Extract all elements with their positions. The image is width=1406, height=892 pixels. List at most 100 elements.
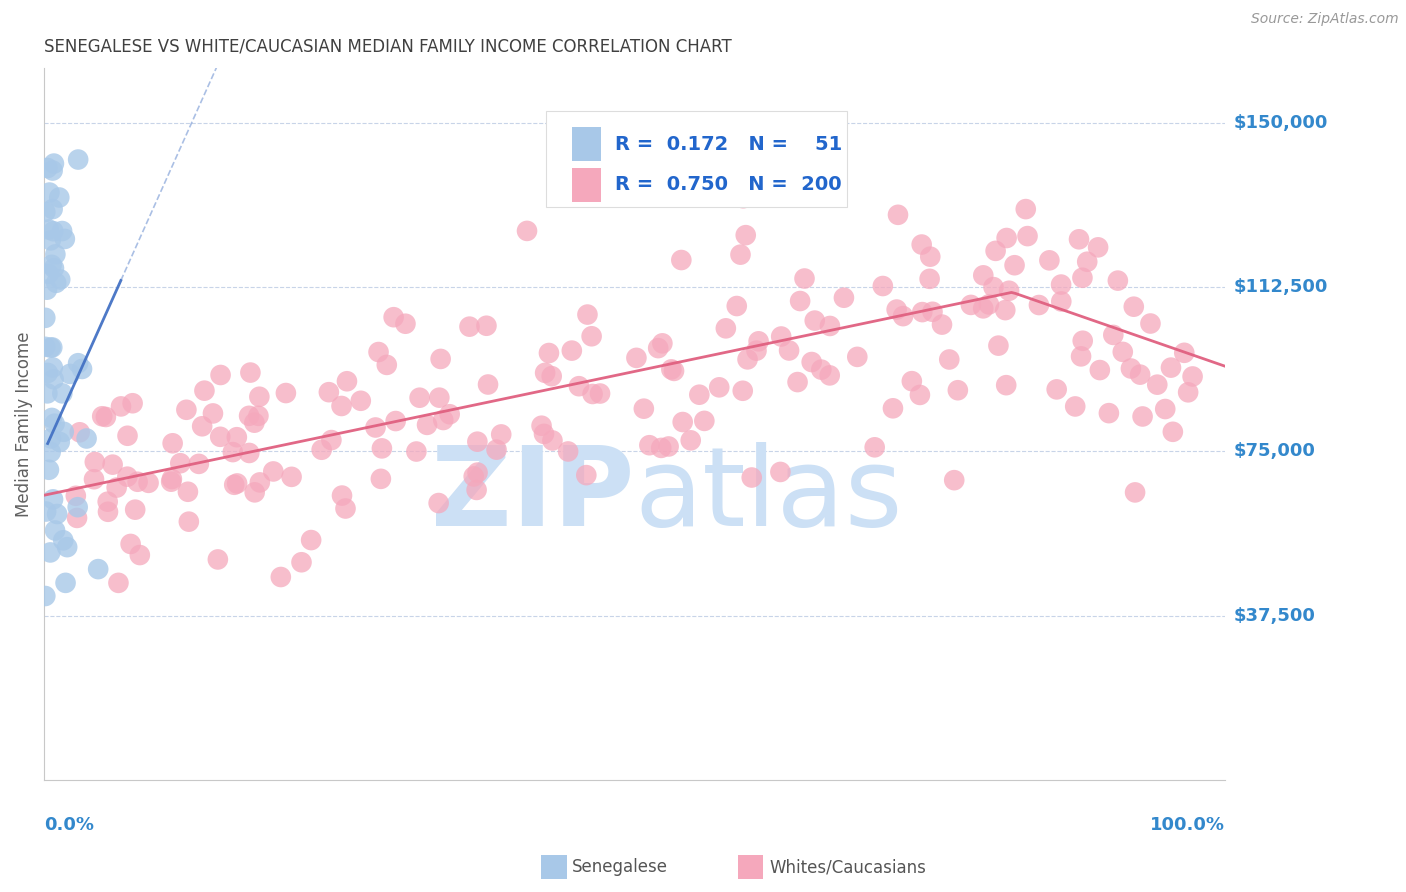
Point — [427, 391, 450, 405]
Point — [901, 374, 924, 388]
Point — [330, 489, 353, 503]
Point — [800, 355, 823, 369]
Point — [995, 231, 1018, 245]
Point — [193, 384, 215, 398]
Point — [249, 475, 271, 490]
Point — [561, 343, 583, 358]
Point — [70, 362, 93, 376]
Point — [1088, 363, 1111, 377]
Point — [846, 350, 869, 364]
Point — [52, 533, 75, 548]
Point — [224, 477, 246, 491]
Point — [375, 358, 398, 372]
Point — [52, 425, 75, 439]
Point — [38, 222, 60, 236]
Point — [1122, 300, 1144, 314]
FancyBboxPatch shape — [572, 127, 602, 161]
Point — [42, 372, 65, 386]
Point — [786, 375, 808, 389]
Point — [318, 385, 340, 400]
Point — [465, 483, 488, 497]
Point — [209, 430, 232, 444]
Text: ZIP: ZIP — [432, 442, 634, 549]
Point — [972, 268, 994, 283]
Point — [1112, 344, 1135, 359]
Point — [1177, 385, 1199, 400]
Point — [59, 367, 82, 381]
Point — [1028, 298, 1050, 312]
Point — [238, 409, 260, 423]
Point — [1129, 368, 1152, 382]
Point — [741, 470, 763, 484]
Point — [44, 417, 66, 431]
Point — [350, 393, 373, 408]
Point — [39, 445, 62, 459]
Point — [91, 409, 114, 424]
Point — [41, 202, 63, 216]
Point — [382, 310, 405, 325]
Point — [321, 433, 343, 447]
Point — [943, 473, 966, 487]
Point — [581, 329, 603, 343]
Point — [311, 442, 333, 457]
Point — [633, 401, 655, 416]
Point — [37, 386, 59, 401]
Point — [35, 283, 58, 297]
Point — [803, 313, 825, 327]
Point — [69, 425, 91, 440]
Point — [160, 472, 183, 486]
Point — [882, 401, 904, 416]
Point — [42, 156, 65, 170]
Point — [638, 438, 661, 452]
Point — [1161, 425, 1184, 439]
Point — [225, 430, 247, 444]
Point — [169, 456, 191, 470]
Point — [734, 228, 756, 243]
Point — [97, 505, 120, 519]
Point — [65, 489, 87, 503]
Point — [1071, 270, 1094, 285]
Point — [1038, 253, 1060, 268]
Point — [201, 406, 224, 420]
Point — [177, 484, 200, 499]
Point — [679, 434, 702, 448]
Point — [647, 341, 669, 355]
Point — [110, 400, 132, 414]
Point — [658, 440, 681, 454]
Point — [41, 163, 63, 178]
Point — [918, 272, 941, 286]
Point — [427, 496, 450, 510]
Point — [44, 524, 66, 538]
Point — [1107, 274, 1129, 288]
Y-axis label: Median Family Income: Median Family Income — [15, 331, 32, 516]
Point — [576, 308, 599, 322]
Point — [41, 411, 63, 425]
Point — [693, 414, 716, 428]
Point — [1015, 202, 1038, 216]
Text: $150,000: $150,000 — [1234, 114, 1329, 132]
Point — [1067, 232, 1090, 246]
Point — [38, 267, 60, 281]
Point — [42, 224, 65, 238]
Text: 100.0%: 100.0% — [1150, 815, 1225, 834]
Point — [731, 384, 754, 398]
Point — [688, 388, 710, 402]
Point — [994, 303, 1017, 318]
Point — [575, 468, 598, 483]
Point — [581, 387, 603, 401]
Text: $37,500: $37,500 — [1234, 607, 1316, 624]
Point — [55, 575, 77, 590]
Point — [725, 299, 748, 313]
Point — [51, 224, 73, 238]
Point — [530, 418, 553, 433]
Point — [730, 247, 752, 261]
Point — [977, 297, 1000, 311]
Point — [439, 407, 461, 421]
Text: SENEGALESE VS WHITE/CAUCASIAN MEDIAN FAMILY INCOME CORRELATION CHART: SENEGALESE VS WHITE/CAUCASIAN MEDIAN FAM… — [44, 37, 733, 55]
Point — [280, 470, 302, 484]
Text: Senegalese: Senegalese — [572, 858, 668, 876]
Point — [1123, 485, 1146, 500]
Point — [1132, 409, 1154, 424]
Point — [650, 441, 672, 455]
Point — [405, 444, 427, 458]
